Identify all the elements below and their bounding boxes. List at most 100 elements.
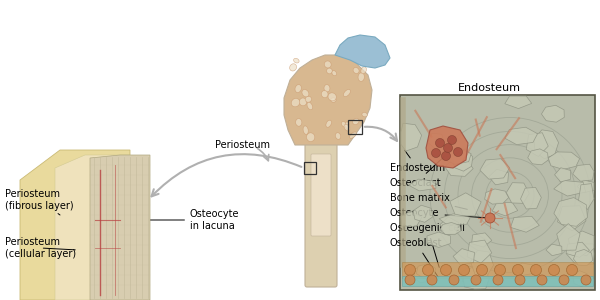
- Text: Periosteum
(cellular layer): Periosteum (cellular layer): [5, 237, 76, 259]
- Polygon shape: [416, 264, 436, 278]
- Ellipse shape: [328, 93, 337, 101]
- Polygon shape: [439, 214, 470, 225]
- Polygon shape: [335, 35, 390, 68]
- Bar: [400, 95, 595, 290]
- Ellipse shape: [326, 68, 332, 74]
- Ellipse shape: [344, 89, 350, 97]
- Polygon shape: [548, 152, 580, 170]
- Bar: [402, 276, 593, 286]
- Circle shape: [448, 136, 457, 145]
- Bar: [304, 162, 316, 174]
- Ellipse shape: [291, 98, 300, 107]
- Ellipse shape: [332, 71, 337, 76]
- Polygon shape: [401, 211, 422, 226]
- Text: Osteoblast: Osteoblast: [390, 238, 443, 278]
- Ellipse shape: [346, 122, 350, 130]
- Polygon shape: [554, 168, 571, 182]
- Circle shape: [537, 275, 547, 285]
- Ellipse shape: [353, 118, 359, 124]
- Ellipse shape: [362, 112, 367, 117]
- Text: Osteocyte
in lacuna: Osteocyte in lacuna: [106, 209, 239, 231]
- Polygon shape: [505, 127, 538, 145]
- Circle shape: [442, 152, 451, 160]
- Polygon shape: [470, 250, 494, 276]
- Polygon shape: [440, 223, 461, 235]
- Ellipse shape: [303, 126, 308, 134]
- Polygon shape: [511, 216, 539, 232]
- Polygon shape: [427, 232, 451, 248]
- Ellipse shape: [335, 133, 341, 139]
- Circle shape: [440, 265, 452, 275]
- Circle shape: [485, 213, 495, 223]
- Ellipse shape: [350, 132, 356, 138]
- Circle shape: [476, 265, 487, 275]
- Polygon shape: [568, 231, 594, 256]
- Polygon shape: [557, 206, 586, 231]
- Polygon shape: [90, 155, 150, 300]
- Circle shape: [471, 275, 481, 285]
- Circle shape: [494, 265, 505, 275]
- Ellipse shape: [353, 68, 359, 74]
- Polygon shape: [445, 159, 473, 176]
- Ellipse shape: [358, 73, 364, 81]
- Circle shape: [436, 139, 445, 148]
- Circle shape: [458, 265, 470, 275]
- Ellipse shape: [299, 98, 307, 106]
- Circle shape: [566, 265, 577, 275]
- Polygon shape: [573, 164, 594, 181]
- Polygon shape: [428, 134, 444, 149]
- Text: Osteocyte: Osteocyte: [390, 208, 487, 218]
- Polygon shape: [541, 105, 565, 122]
- Polygon shape: [401, 123, 422, 151]
- Ellipse shape: [326, 120, 331, 127]
- Polygon shape: [440, 217, 458, 235]
- Polygon shape: [577, 180, 594, 193]
- Ellipse shape: [322, 91, 328, 98]
- Text: Periosteum
(fibrous layer): Periosteum (fibrous layer): [5, 189, 74, 215]
- Polygon shape: [554, 198, 587, 226]
- Polygon shape: [453, 249, 475, 265]
- Ellipse shape: [302, 89, 309, 97]
- Ellipse shape: [325, 61, 331, 68]
- Text: Endosteum: Endosteum: [390, 150, 445, 173]
- Circle shape: [422, 265, 433, 275]
- Polygon shape: [444, 148, 471, 164]
- Ellipse shape: [296, 118, 302, 126]
- Polygon shape: [554, 181, 586, 196]
- Polygon shape: [557, 224, 580, 250]
- Ellipse shape: [293, 58, 299, 63]
- Circle shape: [405, 275, 415, 285]
- FancyArrowPatch shape: [365, 127, 397, 141]
- Polygon shape: [534, 130, 559, 159]
- Ellipse shape: [361, 67, 367, 74]
- Circle shape: [454, 148, 463, 157]
- Polygon shape: [409, 179, 436, 191]
- Ellipse shape: [305, 96, 311, 102]
- Polygon shape: [506, 183, 529, 203]
- Polygon shape: [284, 55, 372, 145]
- Ellipse shape: [331, 98, 336, 102]
- Polygon shape: [426, 126, 468, 168]
- Ellipse shape: [290, 64, 296, 71]
- Circle shape: [530, 265, 542, 275]
- Polygon shape: [566, 244, 594, 264]
- FancyBboxPatch shape: [311, 154, 331, 236]
- Circle shape: [548, 265, 560, 275]
- Text: Periosteum: Periosteum: [215, 140, 270, 150]
- Ellipse shape: [341, 122, 346, 127]
- Circle shape: [443, 143, 452, 152]
- Polygon shape: [472, 233, 492, 247]
- Polygon shape: [452, 150, 473, 171]
- Polygon shape: [574, 249, 593, 266]
- Circle shape: [581, 275, 591, 285]
- Polygon shape: [55, 155, 130, 300]
- Circle shape: [493, 275, 503, 285]
- Polygon shape: [467, 240, 492, 263]
- Text: Osteogenic cell: Osteogenic cell: [390, 223, 465, 267]
- Polygon shape: [505, 96, 532, 109]
- Ellipse shape: [295, 85, 301, 92]
- Circle shape: [404, 265, 415, 275]
- Ellipse shape: [324, 85, 330, 92]
- Polygon shape: [526, 133, 548, 157]
- Ellipse shape: [307, 102, 313, 110]
